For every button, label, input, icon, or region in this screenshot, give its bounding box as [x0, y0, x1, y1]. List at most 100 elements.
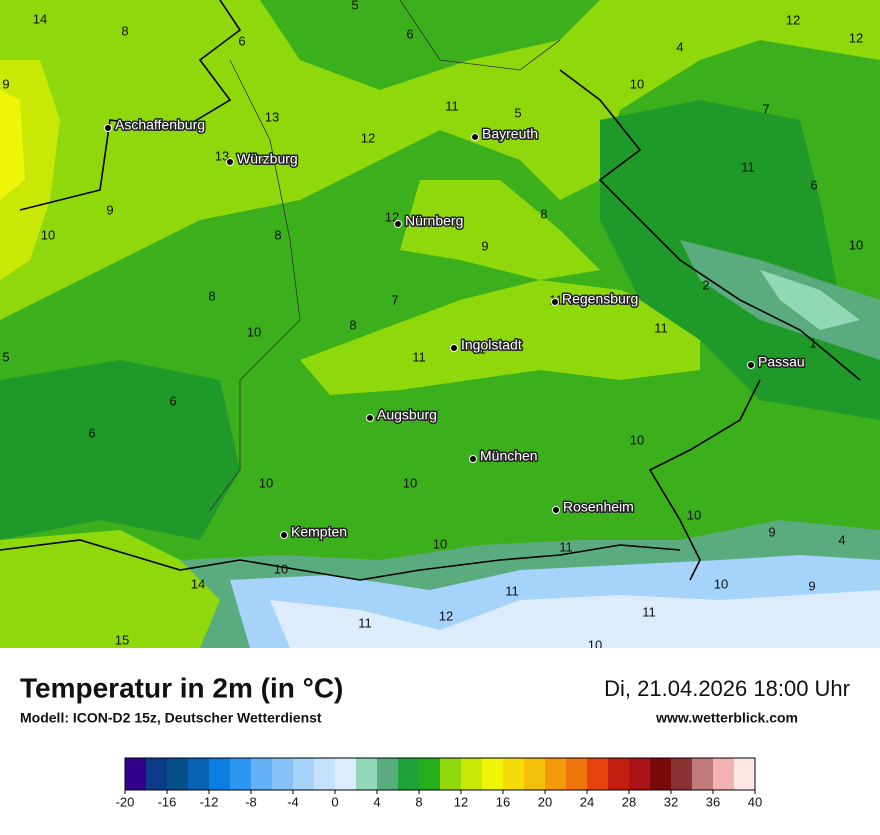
temperature-label: 11 — [654, 320, 668, 335]
city-name: München — [480, 448, 538, 464]
city-name: Aschaffenburg — [115, 117, 205, 133]
temperature-label: 12 — [439, 608, 453, 623]
temperature-label: 9 — [768, 524, 775, 539]
temperature-label: 6 — [169, 393, 176, 408]
colorbar-swatch — [650, 758, 672, 790]
temperature-label: 10 — [630, 432, 644, 447]
city-dot — [280, 531, 288, 539]
temperature-label: 10 — [849, 237, 863, 252]
temperature-label: 10 — [687, 507, 701, 522]
city-dot — [104, 124, 112, 132]
city-dot — [226, 158, 234, 166]
map-background — [0, 0, 880, 648]
colorbar-swatch — [608, 758, 630, 790]
colorbar-swatch — [125, 758, 147, 790]
colorbar-tick-label: 12 — [454, 794, 468, 809]
temperature-label: 10 — [41, 227, 55, 242]
colorbar-swatch — [272, 758, 294, 790]
colorbar-tick-label: -16 — [158, 794, 177, 809]
website: www.wetterblick.com — [655, 710, 798, 726]
temperature-label: 14 — [33, 11, 47, 26]
temperature-label: 11 — [358, 615, 372, 630]
temperature-label: 6 — [406, 26, 413, 41]
temperature-label: 9 — [481, 238, 488, 253]
colorbar-swatch — [314, 758, 336, 790]
temperature-label: 10 — [433, 536, 447, 551]
colorbar-swatch — [713, 758, 735, 790]
colorbar-tick-label: 32 — [664, 794, 678, 809]
colorbar-tick-label: 16 — [496, 794, 510, 809]
colorbar-swatch — [398, 758, 420, 790]
city-name: Kempten — [291, 524, 347, 540]
temperature-label: 5 — [2, 349, 9, 364]
colorbar-swatch — [482, 758, 504, 790]
city-name: Passau — [758, 354, 805, 370]
temperature-label: 12 — [849, 30, 863, 45]
temperature-label: 13 — [215, 148, 229, 163]
city-name: Nürnberg — [405, 213, 463, 229]
temperature-label: 2 — [702, 277, 709, 292]
temperature-label: 6 — [88, 425, 95, 440]
colorbar-swatch — [251, 758, 273, 790]
valid-date: Di, 21.04.2026 18:00 Uhr — [604, 676, 850, 701]
temperature-label: 8 — [540, 206, 547, 221]
colorbar-swatch — [524, 758, 546, 790]
colorbar-swatch — [734, 758, 756, 790]
city-name: Bayreuth — [482, 126, 538, 142]
colorbar-tick-label: -20 — [116, 794, 135, 809]
colorbar-tick-label: 40 — [748, 794, 762, 809]
city-dot — [469, 455, 477, 463]
temperature-label: 11 — [505, 583, 519, 598]
colorbar-swatch — [692, 758, 714, 790]
colorbar: -20 -16 -12 -8 -4 0 4 8 12 16 20 24 28 32 36 40 — [116, 757, 762, 809]
temperature-label: 10 — [403, 475, 417, 490]
colorbar-swatch — [356, 758, 378, 790]
colorbar-tick-label: 0 — [331, 794, 338, 809]
temperature-label: 11 — [445, 98, 459, 113]
colorbar-tick-label: -4 — [287, 794, 299, 809]
colorbar-tick-label: 4 — [373, 794, 380, 809]
colorbar-tick-label: 36 — [706, 794, 720, 809]
map-title: Temperatur in 2m (in °C) — [20, 672, 343, 703]
colorbar-swatch — [377, 758, 399, 790]
colorbar-swatch — [230, 758, 252, 790]
colorbar-swatch — [167, 758, 189, 790]
temperature-label: 12 — [361, 130, 375, 145]
colorbar-frame — [124, 757, 756, 791]
city-markers: Aschaffenburg Würzburg Bayreuth Nürnberg Reg… — [104, 115, 806, 541]
temperature-label: 11 — [412, 349, 426, 364]
colorbar-swatch — [335, 758, 357, 790]
temperature-label: 12 — [385, 209, 399, 224]
colorbar-tick-label: 28 — [622, 794, 636, 809]
city-dot — [747, 361, 755, 369]
temperature-label: 9 — [106, 202, 113, 217]
temperature-label: 6 — [810, 177, 817, 192]
temperature-label: 10 — [714, 576, 728, 591]
temperature-label: 10 — [630, 76, 644, 91]
colorbar-swatch — [629, 758, 651, 790]
colorbar-swatch — [671, 758, 693, 790]
colorbar-tick-label: 20 — [538, 794, 552, 809]
temperature-label: 11 — [472, 341, 486, 356]
temperature-label: 12 — [786, 12, 800, 27]
city-dot — [394, 220, 402, 228]
colorbar-tick-label: 24 — [580, 794, 594, 809]
model-info: Modell: ICON-D2 15z, Deutscher Wetterdie… — [20, 710, 322, 726]
temperature-label: 8 — [208, 288, 215, 303]
colorbar-swatch — [545, 758, 567, 790]
colorbar-tick-label: -12 — [200, 794, 219, 809]
colorbar-swatch — [461, 758, 483, 790]
city-dot — [471, 133, 479, 141]
colorbar-swatch — [209, 758, 231, 790]
footer-background — [0, 648, 880, 830]
city-name: Ingolstadt — [461, 337, 522, 353]
colorbar-swatch — [566, 758, 588, 790]
temperature-label: 10 — [274, 561, 288, 576]
city-dot — [552, 506, 560, 514]
temperature-label: 8 — [274, 227, 281, 242]
temperature-label: 6 — [238, 33, 245, 48]
temperature-label: 5 — [351, 0, 358, 12]
temperature-label: 11 — [642, 604, 656, 619]
